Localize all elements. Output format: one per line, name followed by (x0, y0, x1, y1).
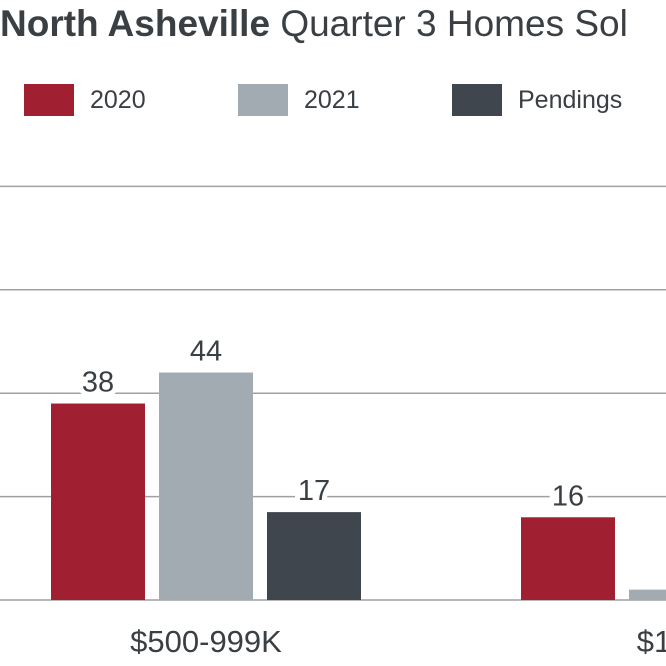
value-label-2020-1: 16 (552, 480, 584, 512)
bar-2020-1 (521, 517, 615, 600)
legend-item-pendings: Pendings (452, 84, 622, 116)
legend-item-2021: 2021 (238, 84, 360, 116)
category-label-0: $500-999K (130, 624, 282, 659)
category-label-1: $1M+ (637, 624, 666, 659)
bar-2021-1 (629, 589, 666, 600)
chart-title: North Asheville Quarter 3 Homes Sol (0, 2, 628, 46)
legend-label-2021: 2021 (304, 85, 360, 114)
chart-title-bold: North Asheville (0, 3, 271, 44)
value-label-pendings-0: 17 (298, 475, 330, 507)
legend-swatch-pendings (452, 84, 502, 116)
legend-swatch-2020 (24, 84, 74, 116)
legend-swatch-2021 (238, 84, 288, 116)
chart-title-rest: Quarter 3 Homes Sol (280, 3, 628, 44)
legend-label-2020: 2020 (90, 85, 146, 114)
bar-pendings-0 (267, 512, 361, 600)
bar-2021-0 (159, 372, 253, 600)
value-label-2020-0: 38 (82, 367, 114, 399)
value-label-2021-0: 44 (190, 336, 222, 368)
legend-item-2020: 2020 (24, 84, 146, 116)
bar-2020-0 (51, 403, 145, 600)
legend-label-pendings: Pendings (518, 85, 623, 114)
